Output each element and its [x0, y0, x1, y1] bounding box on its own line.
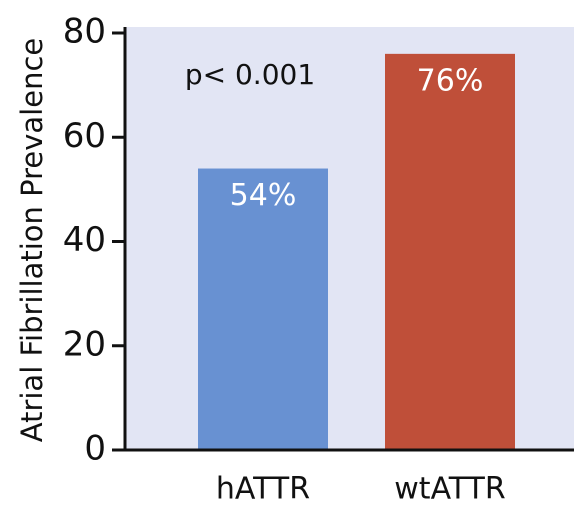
y-tick-label: 40	[63, 220, 106, 260]
y-tick-label: 60	[63, 116, 106, 156]
value-label: 76%	[417, 63, 484, 98]
y-tick-label: 80	[63, 12, 106, 52]
bar	[385, 53, 515, 450]
y-tick-label: 0	[84, 429, 106, 469]
y-tick-label: 20	[63, 324, 106, 364]
y-axis-label: Atrial Fibrillation Prevalence	[15, 38, 49, 443]
x-tick-label: wtATTR	[394, 472, 505, 507]
x-tick-label: hATTR	[216, 472, 310, 507]
annotation: p< 0.001	[185, 58, 315, 91]
value-label: 54%	[230, 178, 297, 213]
bar	[198, 168, 328, 450]
